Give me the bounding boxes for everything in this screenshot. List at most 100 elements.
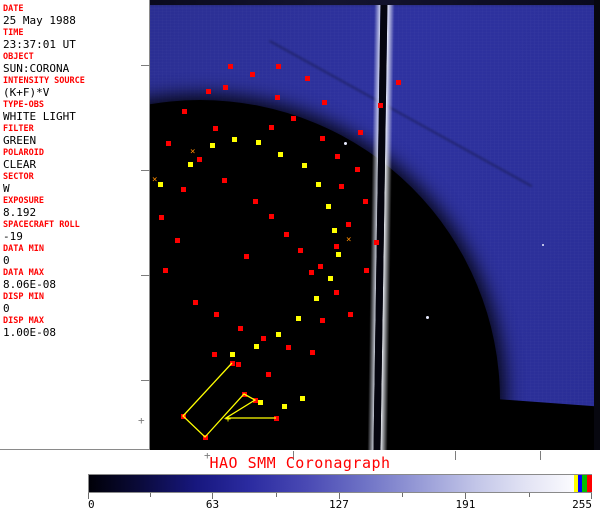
marker-red xyxy=(159,215,164,220)
metadata-field: SECTOR W xyxy=(3,172,149,195)
metadata-value: 1.00E-08 xyxy=(3,326,56,339)
metadata-label: TIME xyxy=(3,28,24,38)
metadata-value: SUN:CORONA xyxy=(3,62,70,75)
colorbar-tick-label: 127 xyxy=(329,498,349,511)
marker-red xyxy=(223,85,228,90)
dust-spot xyxy=(184,152,195,163)
metadata-label: OBJECT xyxy=(3,52,34,62)
colorbar-overlay-swatch xyxy=(582,475,588,492)
marker-red xyxy=(309,270,314,275)
coronagraph-image[interactable]: × × × + xyxy=(150,0,600,450)
polygon-vertex xyxy=(242,392,247,397)
metadata-field: DATE 25 May 1988 xyxy=(3,4,149,27)
star-speck xyxy=(344,142,347,145)
axis-tick-bottom xyxy=(455,451,456,460)
polygon-vertex xyxy=(274,416,279,421)
marker-red xyxy=(305,76,310,81)
marker-red xyxy=(358,130,363,135)
marker-cross: × xyxy=(152,175,158,185)
metadata-value: GREEN xyxy=(3,134,37,147)
colorbar-ticks xyxy=(88,493,592,499)
colorbar-tick xyxy=(212,493,214,499)
page-title: HAO SMM Coronagraph xyxy=(209,454,391,472)
marker-red xyxy=(396,80,401,85)
colorbar-labels: 0 63 127 191 255 xyxy=(88,498,592,512)
marker-yellow xyxy=(232,137,237,142)
marker-yellow xyxy=(332,228,337,233)
marker-yellow xyxy=(188,162,193,167)
marker-cross: × xyxy=(346,235,352,245)
marker-red xyxy=(250,72,255,77)
colorbar-tick xyxy=(465,493,467,499)
metadata-field: FILTER GREEN xyxy=(3,124,149,147)
axis-tick-bottom xyxy=(293,451,294,460)
star-speck xyxy=(542,244,544,246)
marker-yellow xyxy=(328,276,333,281)
metadata-value: 25 May 1988 xyxy=(3,14,76,27)
marker-red xyxy=(378,103,383,108)
marker-red xyxy=(334,244,339,249)
marker-red xyxy=(286,345,291,350)
polygon-vertex xyxy=(181,414,186,419)
polygon-centroid: + xyxy=(225,414,232,425)
metadata-field: TYPE-OBS WHITE LIGHT xyxy=(3,100,149,123)
marker-yellow xyxy=(230,352,235,357)
metadata-field: POLAROID CLEAR xyxy=(3,148,149,171)
marker-red xyxy=(163,268,168,273)
marker-red xyxy=(197,157,202,162)
marker-red xyxy=(363,199,368,204)
metadata-label: DISP MAX xyxy=(3,316,44,326)
marker-yellow xyxy=(210,143,215,148)
metadata-value: (K+F)*V xyxy=(3,86,50,99)
metadata-label: SPACECRAFT ROLL xyxy=(3,220,80,230)
marker-red xyxy=(238,326,243,331)
marker-red xyxy=(269,125,274,130)
marker-red xyxy=(166,141,171,146)
colorbar-tick xyxy=(591,493,592,499)
metadata-label: DISP MIN xyxy=(3,292,44,302)
marker-red xyxy=(355,167,360,172)
marker-red xyxy=(182,109,187,114)
colorbar-overlay-swatch xyxy=(573,475,579,492)
colorbar-tick-label: 255 xyxy=(572,498,592,511)
colorbar-tick-label: 63 xyxy=(205,498,220,511)
marker-red xyxy=(291,116,296,121)
marker-yellow xyxy=(276,332,281,337)
metadata-field: DATA MAX 8.06E-08 xyxy=(3,268,149,291)
metadata-field: SPACECRAFT ROLL -19 xyxy=(3,220,149,243)
metadata-field: TIME 23:37:01 UT xyxy=(3,28,149,51)
marker-cross: × xyxy=(190,147,196,157)
marker-red xyxy=(236,362,241,367)
metadata-value: 8.192 xyxy=(3,206,37,219)
colorbar-tick-label: 191 xyxy=(455,498,476,511)
marker-red xyxy=(275,95,280,100)
metadata-value: 0 xyxy=(3,302,10,315)
marker-yellow xyxy=(282,404,287,409)
marker-red xyxy=(266,372,271,377)
metadata-value: -19 xyxy=(3,230,23,243)
metadata-label: EXPOSURE xyxy=(3,196,44,206)
colorbar-gradient xyxy=(89,475,574,492)
colorbar[interactable] xyxy=(88,474,592,493)
metadata-label: POLAROID xyxy=(3,148,44,158)
marker-yellow xyxy=(258,400,263,405)
polygon-vertex xyxy=(253,398,258,403)
star-speck xyxy=(426,316,429,319)
marker-red xyxy=(261,336,266,341)
marker-yellow xyxy=(302,163,307,168)
marker-red xyxy=(320,136,325,141)
marker-red xyxy=(334,290,339,295)
marker-red xyxy=(339,184,344,189)
marker-red xyxy=(320,318,325,323)
marker-red xyxy=(269,214,274,219)
colorbar-overlay-swatch xyxy=(586,475,592,492)
marker-red xyxy=(212,352,217,357)
marker-red xyxy=(298,248,303,253)
axis-tick-left xyxy=(141,380,150,381)
metadata-field: DISP MIN 0 xyxy=(3,292,149,315)
marker-yellow xyxy=(314,296,319,301)
polygon-vertex xyxy=(203,435,208,440)
marker-red xyxy=(175,238,180,243)
marker-yellow xyxy=(300,396,305,401)
